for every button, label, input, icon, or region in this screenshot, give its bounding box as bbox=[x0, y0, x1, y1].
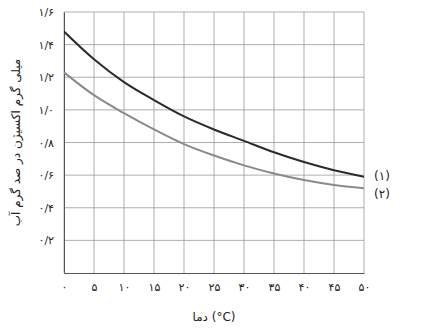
tick: ۳۵ bbox=[269, 273, 281, 294]
series-label: (۱) bbox=[374, 169, 390, 183]
series-line bbox=[64, 72, 364, 188]
grid-line bbox=[64, 12, 65, 273]
tick-label: ۰/۲ bbox=[38, 234, 54, 247]
tick-label: ۰ bbox=[62, 281, 68, 294]
x-axis: ۰ ۵ ۱۰ ۱۵ ۲۰ ۲۵ ۳۰ ۳۵ ۴۰ ۴۵ ۵۰ bbox=[62, 273, 371, 294]
grid-line bbox=[64, 44, 364, 45]
tick-label: ۰/۶ bbox=[38, 169, 54, 182]
tick-label: ۲۵ bbox=[209, 281, 221, 294]
grid-line bbox=[64, 207, 364, 208]
tick: ۱/۰ bbox=[38, 104, 64, 117]
tick: ۱/۶ bbox=[38, 6, 64, 19]
tick: ۰/۸ bbox=[38, 137, 64, 150]
tick-label: ۵۰ bbox=[359, 281, 371, 294]
tick-label: ۱/۴ bbox=[38, 39, 54, 52]
grid-line bbox=[64, 12, 364, 13]
tick: ۵ bbox=[92, 273, 98, 294]
tick-label: ۱/۶ bbox=[38, 6, 54, 19]
tick: ۲۵ bbox=[209, 273, 221, 294]
axis-line bbox=[65, 273, 365, 274]
lines bbox=[64, 32, 364, 189]
tick: ۱/۲ bbox=[38, 71, 64, 84]
grid-line bbox=[64, 77, 364, 78]
tick-label: ۱۵ bbox=[149, 281, 161, 294]
tick: ۴۰ bbox=[299, 273, 311, 294]
tick-label: ۴۰ bbox=[299, 281, 311, 294]
grid-line bbox=[64, 240, 364, 241]
tick-label: ۴۵ bbox=[329, 281, 341, 294]
grid bbox=[64, 12, 364, 273]
tick-label: ۳۰ bbox=[239, 281, 251, 294]
series-label: (۲) bbox=[374, 187, 390, 201]
tick-label: ۰/۴ bbox=[38, 202, 54, 215]
tick: ۱۰ bbox=[119, 273, 131, 294]
tick: ۰/۴ bbox=[38, 202, 64, 215]
axis-line bbox=[64, 13, 65, 274]
grid-line bbox=[64, 109, 364, 110]
grid-line bbox=[64, 142, 364, 143]
tick: ۳۰ bbox=[239, 273, 251, 294]
y-axis: ۰/۲ ۰/۴ ۰/۶ ۰/۸ ۱/۰ ۱/۲ ۱/۴ ۱/۶ bbox=[38, 6, 64, 273]
x-axis-title: دما (°C) bbox=[193, 310, 236, 324]
tick-label: ۱/۰ bbox=[38, 104, 54, 117]
plot: ۰ ۵ ۱۰ ۱۵ ۲۰ ۲۵ ۳۰ ۳۵ ۴۰ ۴۵ ۵۰ ۰/۲ ۰/۴ ۰/۶ ۰/۸ ۱/۰ ۱/۲ ۱/… bbox=[38, 6, 389, 294]
tick: ۴۵ bbox=[329, 273, 341, 294]
tick: ۰ bbox=[62, 273, 68, 294]
y-axis-title: میلی گرم اکسیژن در صد گرم آب bbox=[8, 59, 24, 227]
tick-label: ۲۰ bbox=[179, 281, 191, 294]
grid-line bbox=[64, 175, 364, 176]
tick: ۰/۶ bbox=[38, 169, 64, 182]
tick-label: ۳۵ bbox=[269, 281, 281, 294]
tick-label: ۱۰ bbox=[119, 281, 131, 294]
tick: ۲۰ bbox=[179, 273, 191, 294]
tick-label: ۵ bbox=[92, 281, 98, 294]
tick-label: ۰/۸ bbox=[38, 137, 54, 150]
tick: ۰/۲ bbox=[38, 234, 64, 247]
tick: ۵۰ bbox=[359, 273, 371, 294]
tick: ۱۵ bbox=[149, 273, 161, 294]
chart: ۰ ۵ ۱۰ ۱۵ ۲۰ ۲۵ ۳۰ ۳۵ ۴۰ ۴۵ ۵۰ ۰/۲ ۰/۴ ۰/۶ ۰/۸ ۱/۰ ۱/۲ ۱/… bbox=[0, 0, 422, 331]
tick-label: ۱/۲ bbox=[38, 71, 54, 84]
tick: ۱/۴ bbox=[38, 39, 64, 52]
